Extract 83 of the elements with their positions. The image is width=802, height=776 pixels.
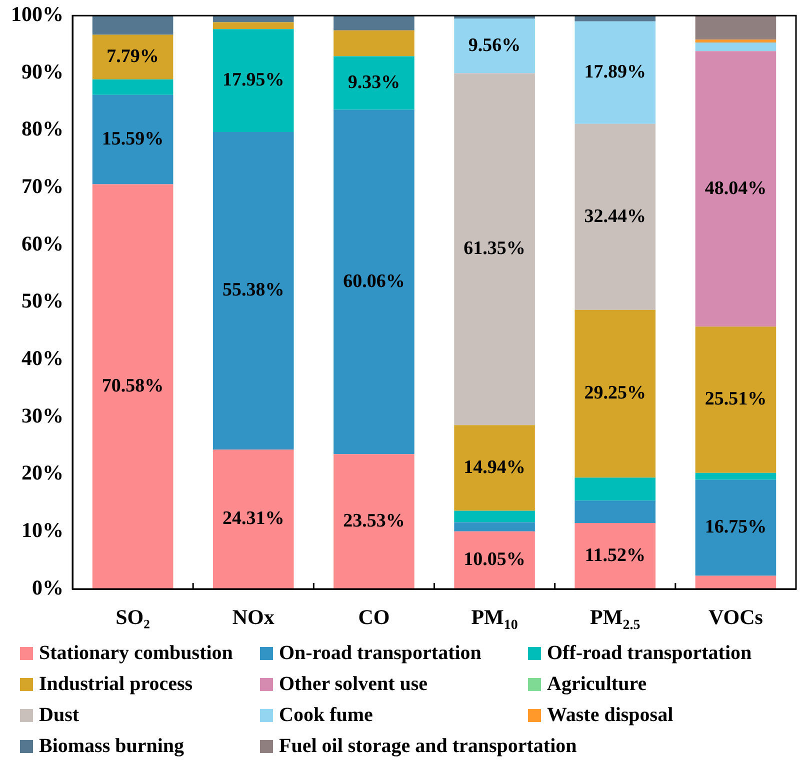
bar bbox=[92, 16, 174, 35]
data-label: 17.95% bbox=[222, 70, 284, 90]
bar bbox=[92, 184, 174, 589]
data-label: 25.51% bbox=[704, 388, 767, 410]
y-tick-label: 20% bbox=[22, 460, 64, 485]
data-label: 9.56% bbox=[468, 34, 521, 56]
bar bbox=[454, 18, 535, 74]
bar bbox=[454, 425, 535, 511]
y-tick-label: 50% bbox=[22, 288, 64, 313]
legend-label: Biomass burning bbox=[39, 735, 184, 758]
y-tick-label: 100% bbox=[11, 2, 64, 26]
bar bbox=[212, 132, 294, 450]
bar bbox=[334, 454, 414, 589]
bar bbox=[574, 478, 656, 501]
bar bbox=[212, 450, 294, 589]
data-label: 32.44% bbox=[584, 206, 646, 227]
data-label: 48.04% bbox=[704, 178, 767, 199]
bar bbox=[212, 22, 294, 30]
legend-label: Off-road transportation bbox=[547, 642, 752, 665]
legend-label: Dust bbox=[39, 704, 80, 727]
bar bbox=[574, 21, 656, 124]
y-tick-label: 30% bbox=[22, 403, 64, 428]
bar bbox=[212, 29, 294, 132]
bar bbox=[695, 326, 776, 473]
legend-label: Other solvent use bbox=[279, 673, 428, 696]
y-tick-label: 40% bbox=[22, 346, 64, 370]
bar bbox=[695, 576, 776, 589]
bar bbox=[212, 16, 294, 22]
legend-label: Waste disposal bbox=[547, 704, 674, 727]
bar bbox=[454, 531, 535, 589]
data-label: 24.31% bbox=[222, 508, 284, 530]
bar bbox=[92, 79, 174, 95]
y-tick-label: 10% bbox=[22, 518, 64, 542]
bar bbox=[92, 94, 174, 184]
x-tick-label: SO₂ bbox=[116, 605, 150, 630]
bar bbox=[334, 110, 414, 454]
data-label: 23.53% bbox=[343, 510, 405, 532]
legend-label: Fuel oil storage and transportation bbox=[279, 735, 577, 758]
legend-label: Stationary combustion bbox=[39, 642, 233, 665]
bar bbox=[574, 500, 656, 523]
data-label: 60.06% bbox=[343, 270, 405, 292]
y-tick-label: 0% bbox=[32, 575, 64, 600]
bar bbox=[574, 522, 656, 589]
legend-label: Agriculture bbox=[547, 673, 647, 696]
legend-label: Cook fume bbox=[279, 704, 373, 727]
y-tick-label: 90% bbox=[22, 59, 64, 84]
bar bbox=[695, 42, 776, 52]
legend-label: Industrial process bbox=[39, 673, 193, 696]
bar bbox=[334, 16, 414, 30]
x-tick-label: PM$_{2.5}$ bbox=[590, 605, 640, 634]
x-tick-label: VOCs bbox=[708, 605, 763, 630]
data-label: 15.59% bbox=[102, 128, 164, 150]
bar bbox=[574, 310, 656, 478]
x-tick-label: NOx bbox=[232, 605, 274, 630]
bar bbox=[454, 73, 535, 426]
y-tick-label: 60% bbox=[22, 231, 64, 256]
data-label: 10.05% bbox=[464, 549, 526, 570]
data-label: 7.79% bbox=[106, 46, 159, 67]
x-tick-label: CO bbox=[358, 605, 390, 630]
y-tick-label: 80% bbox=[22, 116, 64, 141]
bar bbox=[454, 522, 535, 532]
data-label: 9.33% bbox=[348, 72, 400, 93]
data-label: 11.52% bbox=[584, 544, 646, 566]
bar bbox=[454, 510, 535, 522]
x-tick-label: PM$_{10}$ bbox=[471, 605, 518, 634]
bar bbox=[92, 34, 174, 80]
data-label: 16.75% bbox=[704, 516, 767, 538]
data-label: 14.94% bbox=[464, 456, 526, 478]
data-label: 70.58% bbox=[102, 376, 164, 397]
bar bbox=[334, 56, 414, 110]
bar bbox=[695, 472, 776, 480]
y-tick-label: 70% bbox=[22, 174, 64, 198]
bar bbox=[695, 16, 776, 40]
data-label: 55.38% bbox=[222, 280, 284, 301]
legend-label: On-road transportation bbox=[279, 642, 482, 665]
bar bbox=[695, 51, 776, 327]
bar bbox=[695, 480, 776, 576]
data-label: 17.89% bbox=[584, 62, 646, 83]
bar bbox=[334, 30, 414, 56]
data-label: 29.25% bbox=[584, 382, 646, 404]
bar bbox=[574, 124, 656, 310]
data-label: 61.35% bbox=[464, 238, 526, 260]
bar bbox=[695, 40, 776, 43]
